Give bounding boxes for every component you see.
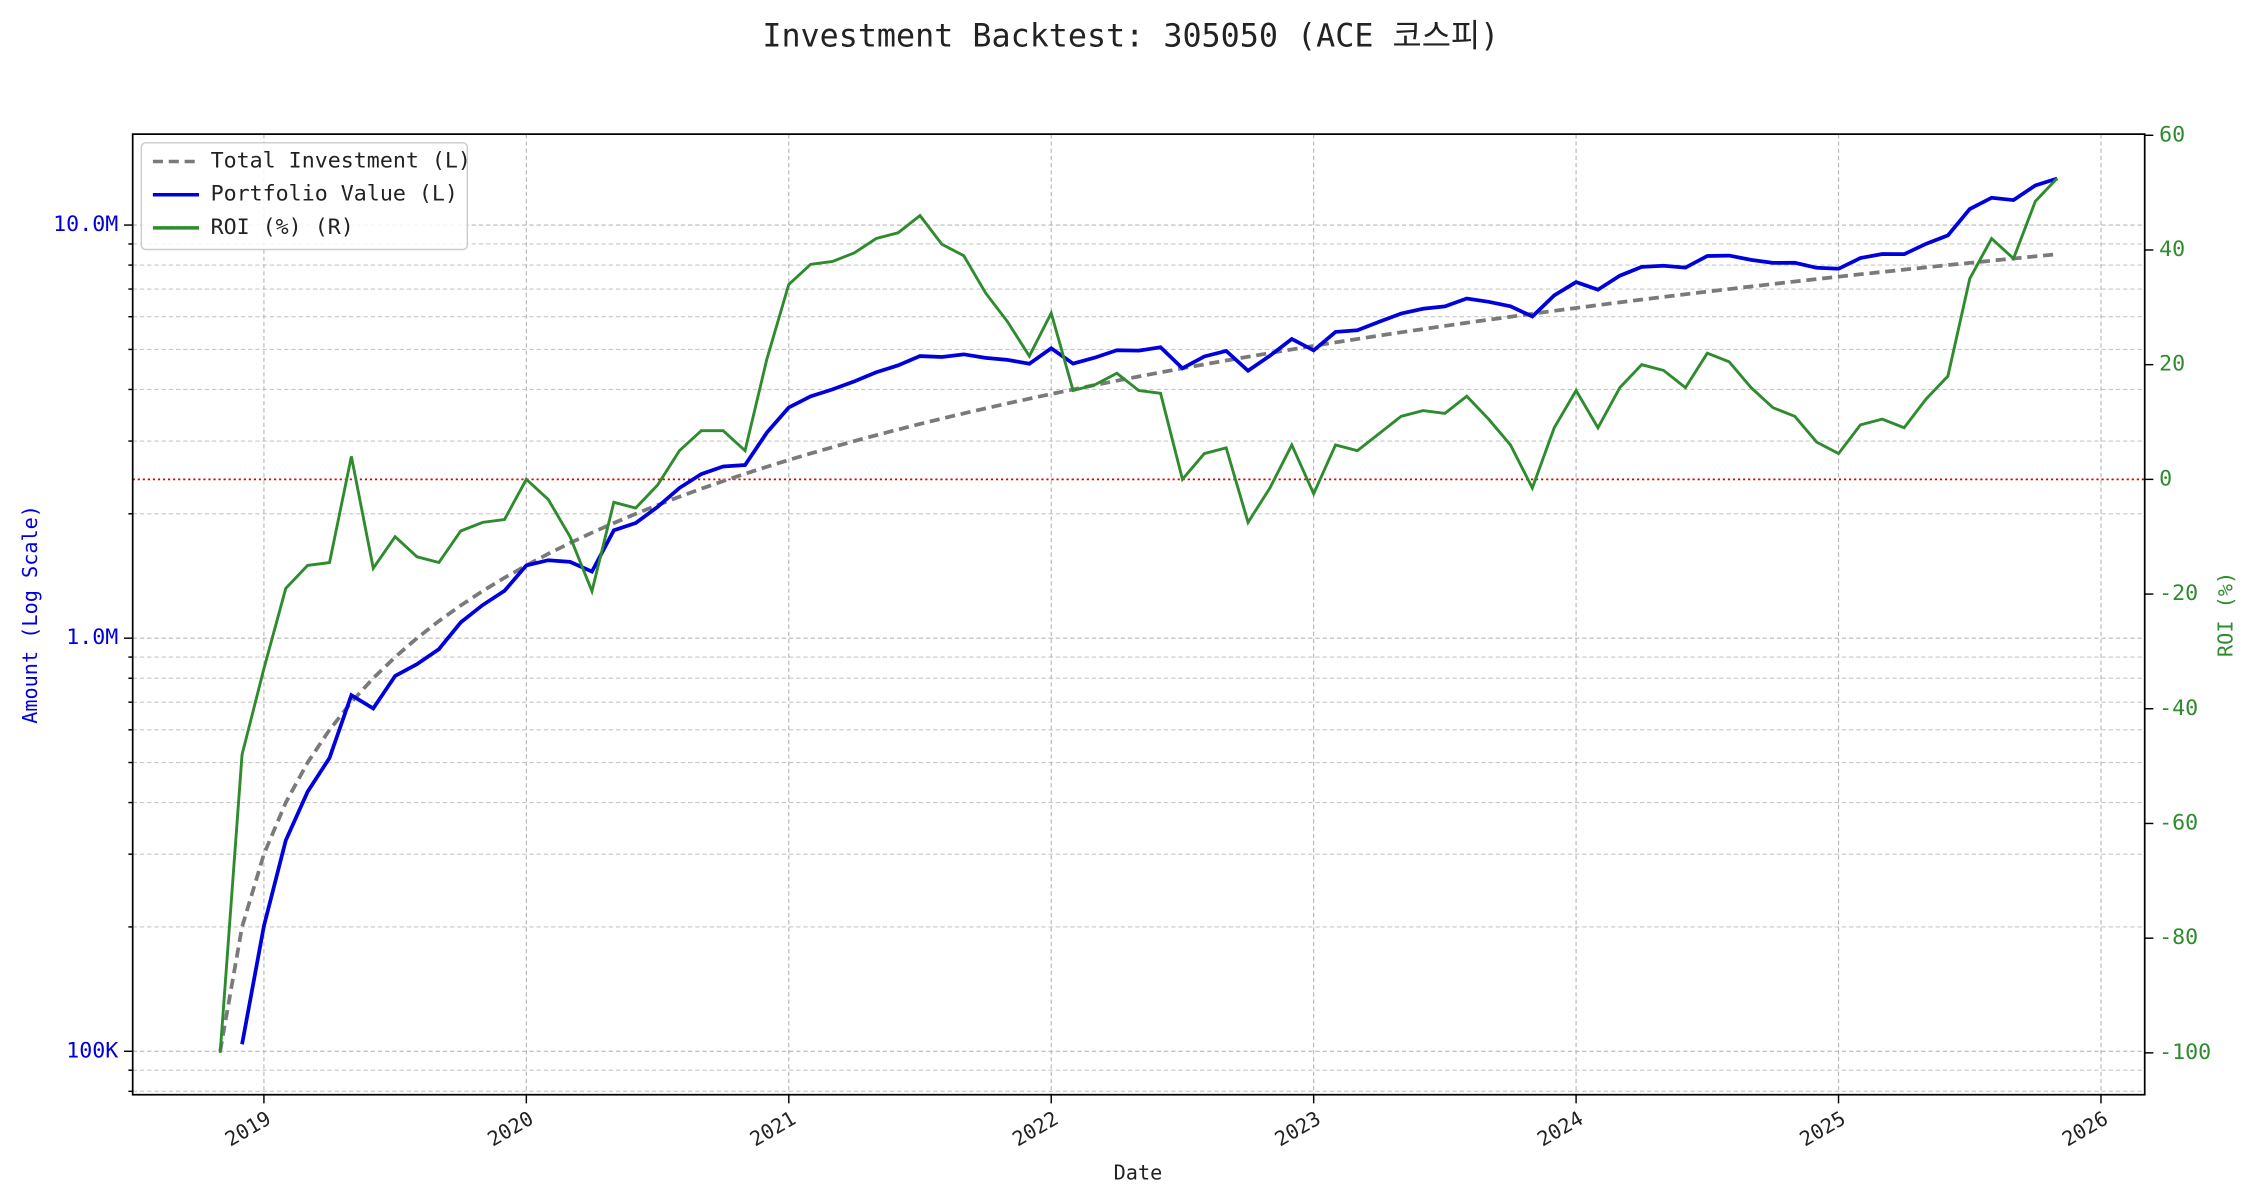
series-line xyxy=(218,177,2059,1053)
x-tick-label: 2021 xyxy=(746,1106,800,1151)
y-tick-label: 100K xyxy=(66,1038,118,1063)
x-axis-label: Date xyxy=(1114,1161,1163,1185)
y2-tick-label: -80 xyxy=(2159,925,2198,950)
y2-tick-label: 0 xyxy=(2159,466,2172,491)
y2-axis-label: ROI (%) xyxy=(2213,572,2237,657)
legend-label: Portfolio Value (L) xyxy=(211,182,458,207)
x-tick-label: 2020 xyxy=(483,1106,537,1151)
legend-label: Total Investment (L) xyxy=(211,149,471,174)
y2-tick-label: -100 xyxy=(2159,1040,2211,1065)
grid xyxy=(132,134,2145,1095)
y-tick-label: 1.0M xyxy=(66,625,118,650)
y2-tick-label: 40 xyxy=(2159,237,2185,262)
chart-title: Investment Backtest: 305050 (ACE 코스피) xyxy=(762,19,1499,55)
x-tick-label: 2025 xyxy=(1795,1106,1849,1151)
y2-tick-label: -20 xyxy=(2159,581,2198,606)
x-tick-label: 2026 xyxy=(2058,1106,2112,1151)
series-line xyxy=(240,176,2058,1045)
y2-tick-label: 20 xyxy=(2159,352,2185,377)
x-tick-label: 2022 xyxy=(1008,1106,1062,1151)
x-tick-label: 2024 xyxy=(1533,1106,1587,1151)
x-tick-label: 2023 xyxy=(1271,1106,1325,1151)
legend-box xyxy=(140,142,469,251)
series-line xyxy=(218,252,2058,1052)
y2-tick-label: 60 xyxy=(2159,122,2185,147)
y-axis-label: Amount (Log Scale) xyxy=(18,505,42,724)
plot-frame xyxy=(131,133,2146,1096)
x-tick-label: 2019 xyxy=(221,1106,275,1151)
y-tick-label: 10.0M xyxy=(53,212,118,237)
legend-label: ROI (%) (R) xyxy=(211,215,354,240)
y2-tick-label: -40 xyxy=(2159,696,2198,721)
y2-tick-label: -60 xyxy=(2159,810,2198,835)
